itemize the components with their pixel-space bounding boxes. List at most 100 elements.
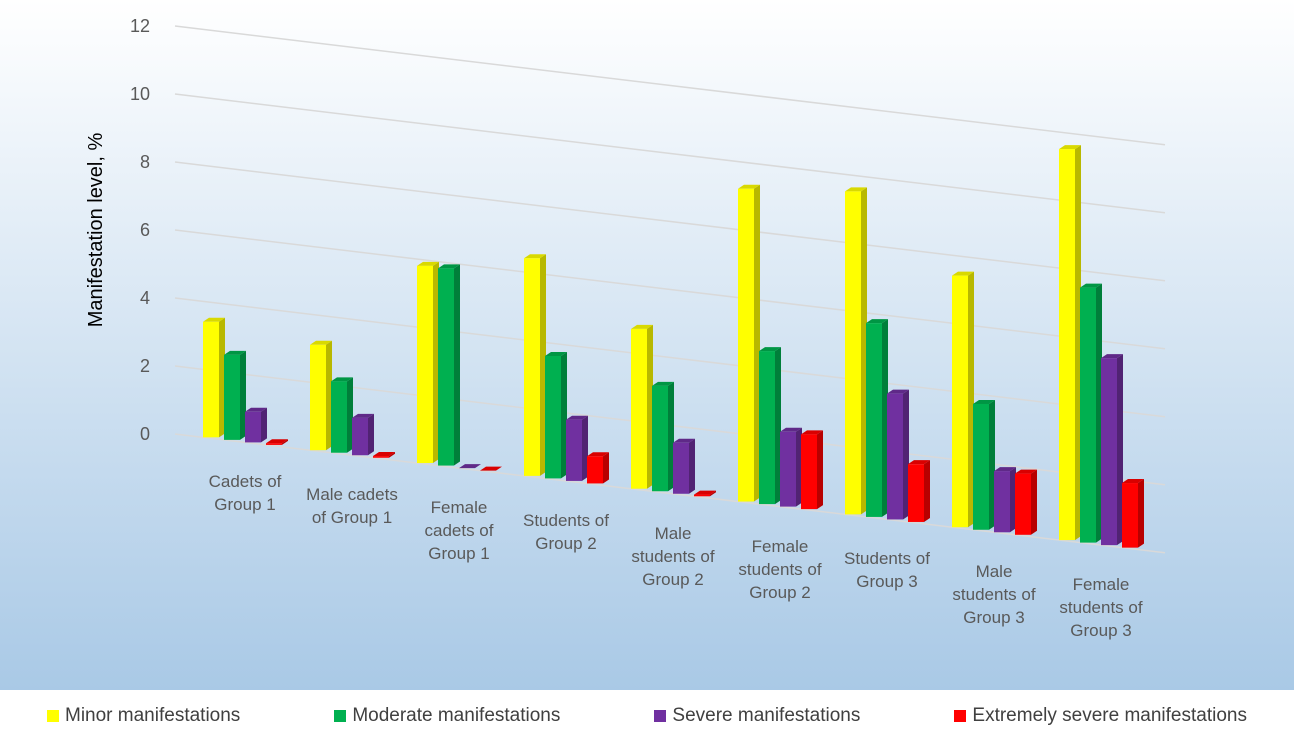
bar-side bbox=[903, 389, 909, 520]
bar bbox=[973, 403, 989, 530]
bar-top bbox=[973, 399, 995, 404]
bar-top bbox=[673, 438, 695, 443]
legend-item: Extremely severe manifestations bbox=[954, 705, 1247, 727]
bar-top bbox=[438, 264, 460, 269]
bar-side bbox=[368, 413, 374, 456]
bar-top bbox=[331, 377, 353, 382]
y-tick-label: 12 bbox=[130, 16, 150, 36]
y-tick-label: 2 bbox=[140, 356, 150, 376]
bar-top bbox=[266, 439, 288, 444]
bar-top bbox=[652, 381, 674, 386]
y-axis-label: Manifestation level, % bbox=[85, 133, 107, 328]
bar-top bbox=[1101, 354, 1123, 359]
legend-swatch bbox=[654, 710, 667, 722]
bar bbox=[352, 417, 368, 456]
bar-side bbox=[689, 438, 695, 494]
legend-swatch bbox=[334, 710, 347, 722]
bar-top bbox=[566, 415, 588, 420]
bar bbox=[780, 431, 796, 507]
bar bbox=[673, 442, 689, 494]
bar-top bbox=[952, 271, 974, 276]
bar-top bbox=[480, 466, 502, 471]
bar-top bbox=[1080, 283, 1102, 288]
x-tick-label: Students of Group 2 bbox=[522, 510, 609, 553]
bar-top bbox=[694, 490, 716, 495]
bar-top bbox=[1059, 145, 1081, 150]
bar bbox=[438, 268, 454, 466]
bar-side bbox=[433, 261, 439, 464]
bar bbox=[952, 275, 968, 528]
grid-line bbox=[174, 93, 1166, 214]
bar-top bbox=[1015, 469, 1037, 474]
bar-top bbox=[780, 427, 802, 432]
bar-side bbox=[582, 415, 588, 481]
bar bbox=[524, 258, 540, 476]
legend-swatch bbox=[47, 710, 59, 722]
bar bbox=[545, 356, 561, 479]
bar-top bbox=[545, 352, 567, 356]
bar-top bbox=[994, 467, 1016, 472]
y-tick-label: 8 bbox=[140, 152, 150, 172]
bar bbox=[1122, 483, 1138, 548]
bar-top bbox=[310, 340, 332, 345]
bar-top bbox=[352, 413, 374, 418]
grid-line bbox=[174, 25, 1166, 146]
bar bbox=[245, 411, 261, 443]
bar-side bbox=[668, 381, 674, 492]
bar bbox=[1059, 149, 1075, 541]
bar bbox=[224, 354, 240, 440]
x-tick-label: Cadets of Group 1 bbox=[208, 472, 282, 515]
bar-side bbox=[1138, 479, 1144, 548]
bar bbox=[694, 494, 710, 497]
grid-line bbox=[174, 297, 1166, 418]
x-tick-label: Female students of Group 2 bbox=[738, 536, 822, 602]
bar bbox=[845, 191, 861, 515]
bar bbox=[1080, 287, 1096, 543]
bar-side bbox=[561, 352, 567, 479]
bar-side bbox=[1010, 467, 1016, 533]
bar-top bbox=[224, 350, 246, 355]
bar bbox=[1101, 358, 1117, 546]
bar-side bbox=[647, 324, 653, 489]
bar-side bbox=[1096, 283, 1102, 543]
bar-top bbox=[524, 254, 546, 259]
y-tick-label: 6 bbox=[140, 220, 150, 240]
bar-side bbox=[796, 427, 802, 507]
bar-top bbox=[759, 347, 781, 352]
bar-top bbox=[1122, 479, 1144, 484]
legend-label: Severe manifestations bbox=[672, 705, 861, 726]
bar bbox=[759, 351, 775, 505]
x-tick-label: Male cadets of Group 1 bbox=[306, 485, 398, 528]
y-tick-label: 0 bbox=[140, 424, 150, 444]
bar-side bbox=[754, 184, 760, 502]
x-tick-label: Female cadets of Group 1 bbox=[424, 498, 494, 564]
bar bbox=[738, 188, 754, 502]
bar-side bbox=[389, 452, 395, 458]
x-tick-label: Female students of Group 3 bbox=[1059, 575, 1143, 641]
legend-item: Moderate manifestations bbox=[334, 705, 560, 727]
bar-side bbox=[924, 460, 930, 522]
x-tick-label: Male students of Group 3 bbox=[952, 562, 1036, 628]
bar-side bbox=[882, 319, 888, 517]
bar bbox=[310, 344, 326, 451]
bar-top bbox=[801, 430, 823, 435]
bar-side bbox=[861, 187, 867, 515]
legend: Minor manifestations Moderate manifestati… bbox=[0, 705, 1294, 727]
bar-side bbox=[326, 340, 332, 451]
y-tick-label: 4 bbox=[140, 288, 150, 308]
y-tick-label: 10 bbox=[130, 84, 150, 104]
bar-side bbox=[710, 490, 716, 497]
bar bbox=[801, 434, 817, 510]
bar-side bbox=[1075, 145, 1081, 541]
grid-line bbox=[174, 161, 1166, 282]
bar-top bbox=[587, 452, 609, 457]
x-tick-label: Students of Group 3 bbox=[843, 549, 930, 592]
bar-side bbox=[775, 347, 781, 505]
bar-top bbox=[245, 407, 267, 412]
bar bbox=[866, 323, 882, 517]
bar-side bbox=[261, 407, 267, 443]
legend-item: Minor manifestations bbox=[47, 705, 240, 727]
bar-top bbox=[631, 324, 653, 329]
bar-top bbox=[738, 184, 760, 189]
